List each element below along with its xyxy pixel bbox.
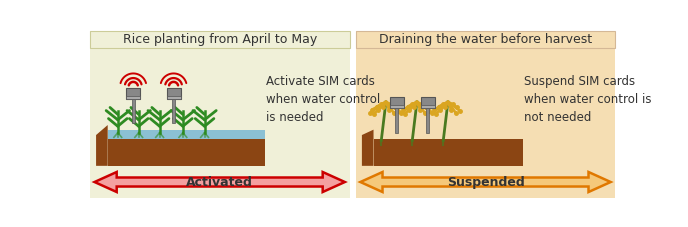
Bar <box>356 31 615 198</box>
Bar <box>108 139 265 166</box>
Bar <box>108 130 265 139</box>
Bar <box>421 97 435 108</box>
Polygon shape <box>94 172 345 192</box>
Text: Activated: Activated <box>186 175 253 188</box>
Bar <box>166 88 180 99</box>
Bar <box>90 31 350 198</box>
Bar <box>166 96 180 99</box>
Text: Activate SIM cards
when water control
is needed: Activate SIM cards when water control is… <box>266 75 380 124</box>
Bar <box>127 96 140 99</box>
Bar <box>127 88 140 99</box>
Bar <box>395 108 398 133</box>
Bar <box>390 97 404 108</box>
Bar <box>421 105 435 108</box>
Polygon shape <box>361 172 611 192</box>
Bar <box>390 105 404 108</box>
Bar <box>427 108 429 133</box>
Bar <box>172 99 175 123</box>
Text: Draining the water before harvest: Draining the water before harvest <box>379 33 592 46</box>
Text: Rice planting from April to May: Rice planting from April to May <box>122 33 316 46</box>
Bar <box>90 31 350 48</box>
Text: Suspend SIM cards
when water control is
not needed: Suspend SIM cards when water control is … <box>524 75 652 124</box>
Polygon shape <box>362 130 374 166</box>
Text: Suspended: Suspended <box>447 175 524 188</box>
Polygon shape <box>96 125 108 166</box>
Bar <box>356 31 615 48</box>
Bar <box>374 139 523 166</box>
Bar <box>131 99 135 123</box>
